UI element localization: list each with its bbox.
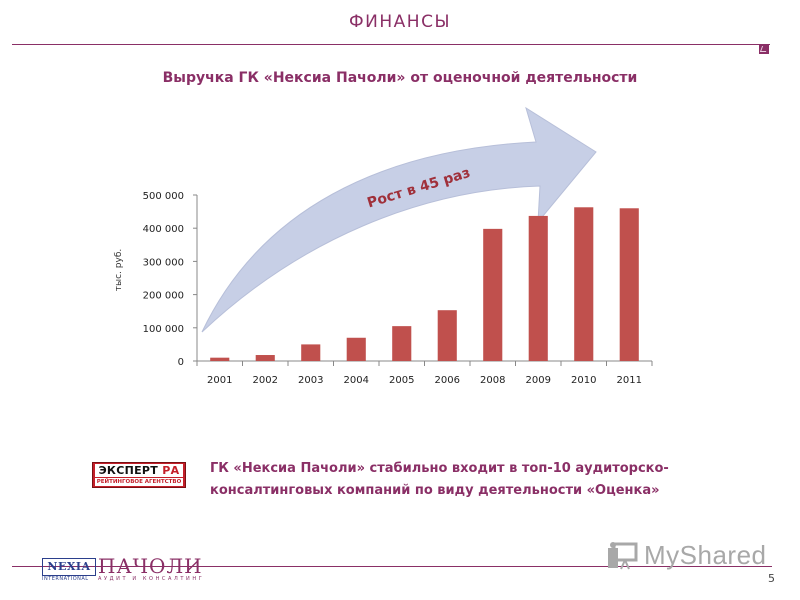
myshared-wordmark: MyShared: [644, 540, 767, 570]
nexia-pacholi-logo: NEXIA INTERNATIONAL ПАЧОЛИ АУДИТ И КОНСА…: [42, 554, 202, 584]
y-tick-label: 400 000: [143, 224, 184, 235]
y-tick-label: 200 000: [143, 291, 184, 302]
pacholi-subtitle: АУДИТ И КОНСАЛТИНГ: [98, 576, 205, 582]
x-tick-label: 2006: [435, 375, 460, 386]
corner-logo-mark: [759, 45, 769, 54]
myshared-watermark: MyShared: [608, 540, 768, 572]
footer-divider: [12, 566, 772, 567]
ranking-line-2: консалтинговых компаний по виду деятельн…: [210, 483, 660, 498]
x-tick-label: 2004: [344, 375, 369, 386]
bar-2008: [483, 228, 503, 361]
bar-2002: [255, 355, 275, 361]
y-axis-label: тыс. руб.: [114, 249, 124, 291]
bar-2006: [437, 310, 457, 361]
bar-2011: [619, 208, 639, 361]
nexia-subtitle: INTERNATIONAL: [42, 576, 89, 582]
x-tick-label: 2009: [526, 375, 551, 386]
y-tick-label: 300 000: [143, 257, 184, 268]
ranking-line-1: ГК «Нексиа Пачоли» стабильно входит в то…: [210, 461, 669, 476]
presentation-board-icon: [608, 542, 638, 570]
x-tick-label: 2011: [617, 375, 642, 386]
y-tick-label: 0: [178, 357, 184, 368]
growth-arrow: [201, 106, 597, 333]
ranking-statement: ГК «Нексиа Пачоли» стабильно входит в то…: [210, 458, 690, 502]
x-tick-label: 2010: [571, 375, 596, 386]
expert-ra-logo: ЭКСПЕРТ РА РЕЙТИНГОВОЕ АГЕНТСТВО: [92, 462, 186, 488]
page-number: 5: [768, 572, 775, 585]
slide-title: ФИНАНСЫ: [349, 12, 451, 32]
bar-2001: [210, 357, 230, 361]
pacholi-wordmark: ПАЧОЛИ: [98, 554, 203, 578]
y-tick-label: 100 000: [143, 324, 184, 335]
bar-2003: [301, 344, 321, 361]
bar-2004: [346, 337, 366, 361]
bar-2010: [574, 207, 594, 361]
chart-title: Выручка ГК «Нексиа Пачоли» от оценочной …: [162, 70, 638, 86]
y-tick-label: 500 000: [143, 191, 184, 202]
bar-2005: [392, 326, 412, 361]
x-tick-label: 2001: [207, 375, 232, 386]
x-tick-label: 2003: [298, 375, 323, 386]
x-tick-label: 2008: [480, 375, 505, 386]
x-tick-label: 2002: [253, 375, 278, 386]
x-tick-label: 2005: [389, 375, 414, 386]
nexia-wordmark: NEXIA: [42, 558, 96, 576]
title-divider: [12, 44, 770, 45]
bar-2009: [528, 215, 548, 361]
